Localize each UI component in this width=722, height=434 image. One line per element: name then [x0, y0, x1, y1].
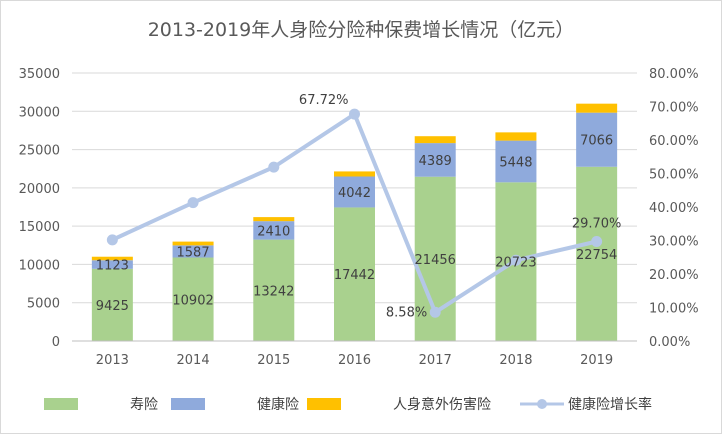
growth-rate-point — [268, 161, 280, 173]
x-tick-label: 2018 — [499, 353, 532, 368]
y-right-tick-label: 40.00% — [649, 201, 699, 216]
bar-segment — [576, 112, 618, 167]
growth-rate-point — [349, 108, 360, 120]
bar-segment — [253, 217, 295, 222]
y-right-tick-label: 70.00% — [649, 101, 699, 116]
y-right-tick-label: 0.00% — [649, 335, 690, 350]
legend-swatch — [307, 398, 341, 410]
bar-segment — [253, 221, 295, 240]
bar-segment — [172, 257, 214, 341]
growth-line — [106, 108, 603, 318]
y-right-tick-label: 80.00% — [649, 67, 699, 82]
bar-segment — [495, 140, 537, 183]
data-label-health: 1123 — [96, 259, 129, 274]
bar-segment — [414, 136, 456, 144]
bar-segment — [253, 239, 295, 341]
bar-segment — [172, 245, 214, 258]
y-right-tick-label: 50.00% — [649, 168, 699, 183]
bar-segment — [334, 171, 375, 177]
x-tick-label: 2013 — [96, 353, 129, 368]
bar-segment — [334, 176, 375, 208]
y-left-tick-label: 25000 — [19, 144, 60, 159]
bars — [91, 103, 618, 341]
data-label-life: 13242 — [253, 284, 294, 299]
x-tick-label: 2015 — [257, 353, 290, 368]
bar-segment — [91, 256, 133, 261]
growth-rate-point — [591, 236, 603, 248]
growth-rate-point — [429, 306, 441, 318]
chart-title: 2013-2019年人身险分险种保费增长情况（亿元） — [148, 19, 575, 41]
data-label-health: 2410 — [257, 224, 290, 239]
bar-segment — [495, 132, 537, 141]
data-label-life: 20723 — [495, 256, 536, 271]
growth-rate-label: 67.72% — [299, 93, 349, 108]
data-label-life: 22754 — [576, 248, 617, 263]
data-label-health: 1587 — [177, 245, 210, 260]
legend-line-marker — [537, 399, 547, 409]
data-label-health: 7066 — [580, 134, 613, 149]
data-label-health: 4389 — [419, 154, 452, 169]
growth-rate-label: 8.58% — [386, 305, 427, 320]
data-label-life: 10902 — [172, 293, 213, 308]
legend: 寿险 健康险 人身意外伤害险 健康险增长率 — [44, 396, 652, 413]
x-tick-label: 2017 — [419, 353, 452, 368]
y-left-tick-label: 10000 — [19, 258, 60, 273]
data-labels: 9425 1123 10902 1587 13242 2410 17442 4042 21456… — [96, 93, 622, 320]
y-left-tick-label: 0 — [52, 335, 60, 350]
bar-segment — [576, 103, 618, 113]
growth-rate-label: 29.70% — [572, 217, 622, 232]
y-left-tick-label: 5000 — [27, 297, 60, 312]
bar-segment — [414, 143, 456, 177]
data-label-health: 4042 — [338, 186, 371, 201]
x-tick-label: 2016 — [338, 353, 371, 368]
y-left-tick-label: 35000 — [19, 67, 60, 82]
y-right-tick-label: 10.00% — [649, 302, 699, 317]
growth-rate-point — [187, 197, 199, 209]
legend-label: 健康险 — [257, 396, 299, 413]
data-label-life: 21456 — [415, 253, 456, 268]
legend-label: 健康险增长率 — [568, 396, 652, 413]
growth-rate-point — [510, 254, 522, 266]
bar-segment — [576, 166, 618, 341]
y-right-tick-label: 60.00% — [649, 134, 699, 149]
data-label-health: 5448 — [499, 155, 532, 170]
axes: 0 5000 10000 15000 20000 25000 30000 35000 0.00%… — [19, 67, 699, 368]
bar-segment — [172, 241, 214, 246]
y-left-tick-label: 15000 — [19, 220, 60, 235]
bar-segment — [334, 207, 375, 341]
data-label-life: 17442 — [334, 268, 375, 283]
bar-segment — [91, 260, 133, 269]
legend-swatch — [171, 398, 205, 410]
y-left-tick-label: 20000 — [19, 182, 60, 197]
y-left-tick-label: 30000 — [19, 105, 60, 120]
y-right-tick-label: 20.00% — [649, 268, 699, 283]
data-label-life: 9425 — [96, 299, 129, 314]
legend-label: 寿险 — [130, 396, 158, 413]
legend-swatch — [44, 398, 78, 410]
growth-rate-point — [106, 234, 118, 246]
x-tick-label: 2019 — [580, 353, 613, 368]
y-right-tick-label: 30.00% — [649, 235, 699, 250]
legend-label: 人身意外伤害险 — [393, 396, 491, 413]
x-tick-label: 2014 — [177, 353, 210, 368]
bar-segment — [91, 268, 133, 341]
